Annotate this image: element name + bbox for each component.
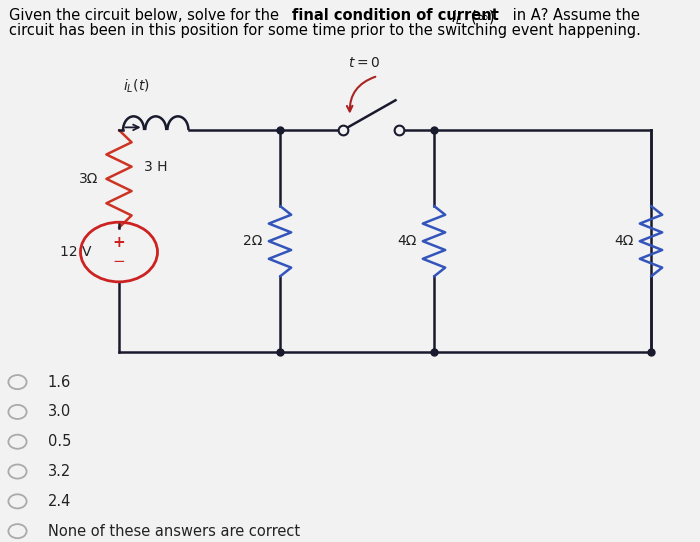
Text: in A? Assume the: in A? Assume the: [508, 8, 639, 23]
Text: Given the circuit below, solve for the: Given the circuit below, solve for the: [9, 8, 284, 23]
Text: 2Ω: 2Ω: [243, 234, 262, 248]
Text: 3.0: 3.0: [48, 404, 71, 420]
Text: None of these answers are correct: None of these answers are correct: [48, 524, 300, 539]
Text: final condition of current: final condition of current: [292, 8, 504, 23]
Text: 3 H: 3 H: [144, 160, 167, 174]
Text: 4Ω: 4Ω: [614, 234, 634, 248]
Text: 1.6: 1.6: [48, 375, 71, 390]
Text: $i_L(t)$: $i_L(t)$: [122, 78, 149, 95]
Text: −: −: [113, 254, 125, 269]
Text: +: +: [113, 235, 125, 250]
Text: 0.5: 0.5: [48, 434, 71, 449]
Text: circuit has been in this position for some time prior to the switching event hap: circuit has been in this position for so…: [9, 23, 641, 38]
Text: 3Ω: 3Ω: [78, 172, 98, 186]
Text: $i_L$: $i_L$: [451, 8, 462, 27]
Text: 12 V: 12 V: [60, 245, 91, 259]
Text: 4Ω: 4Ω: [397, 234, 416, 248]
Text: 2.4: 2.4: [48, 494, 71, 509]
Text: $t = 0$: $t = 0$: [348, 56, 380, 70]
Text: $(\infty)$: $(\infty)$: [466, 8, 494, 26]
Text: 3.2: 3.2: [48, 464, 71, 479]
